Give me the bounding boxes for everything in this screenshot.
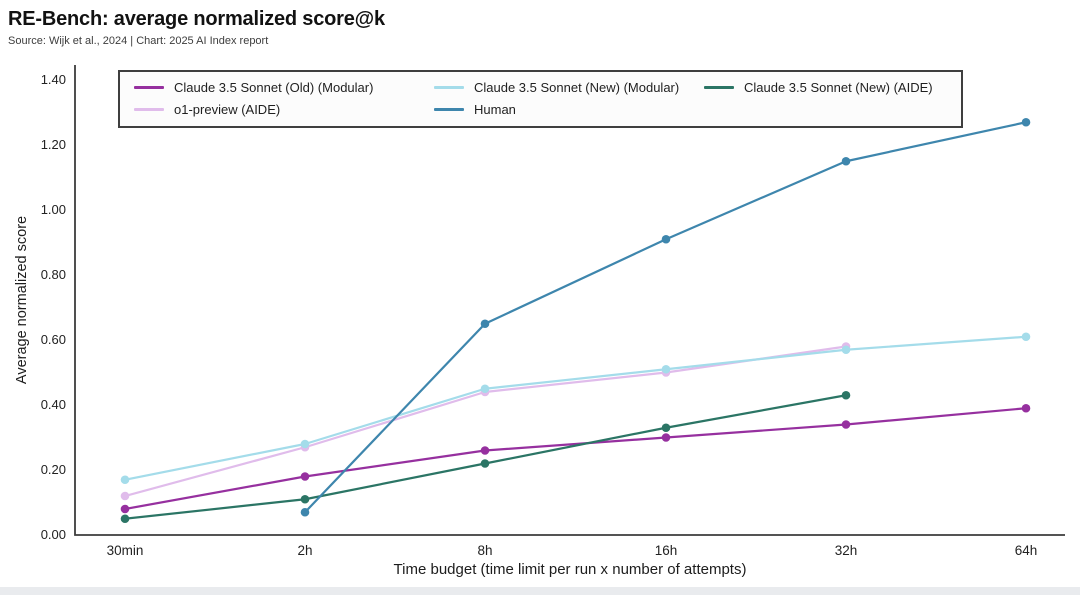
data-point (120, 514, 130, 524)
y-tick-label: 0.00 (40, 527, 66, 542)
data-point (480, 459, 490, 468)
data-point (661, 364, 671, 374)
data-point (300, 507, 310, 517)
data-point (841, 156, 851, 166)
series-line-2 (124, 394, 847, 520)
data-point (480, 319, 490, 329)
legend-swatch (434, 108, 464, 111)
data-point (300, 472, 310, 481)
legend-label: Claude 3.5 Sonnet (New) (AIDE) (744, 80, 933, 95)
data-point (300, 439, 310, 449)
legend-item-claude-new-modular: Claude 3.5 Sonnet (New) (Modular) (434, 80, 704, 95)
legend-item-o1-preview-aide: o1-preview (AIDE) (134, 102, 434, 117)
data-point (661, 423, 671, 433)
y-tick-label: 1.00 (40, 202, 66, 217)
x-axis-title: Time budget (time limit per run x number… (393, 561, 747, 578)
x-tick-label: 2h (297, 543, 313, 558)
data-point (120, 504, 130, 514)
legend-label: Claude 3.5 Sonnet (Old) (Modular) (174, 80, 374, 95)
x-tick-label: 16h (654, 543, 678, 558)
data-point (1021, 403, 1031, 413)
legend-swatch (704, 86, 734, 89)
data-point (480, 446, 490, 455)
y-tick-label: 0.80 (40, 267, 66, 282)
data-point (120, 475, 130, 485)
legend-swatch (134, 86, 164, 89)
series-line-0 (124, 407, 1027, 511)
data-point (1021, 332, 1031, 342)
y-tick-label: 0.60 (40, 332, 66, 347)
legend-label: o1-preview (AIDE) (174, 102, 281, 117)
legend-label: Claude 3.5 Sonnet (New) (Modular) (474, 80, 680, 95)
legend: Claude 3.5 Sonnet (Old) (Modular) Claude… (118, 70, 963, 128)
legend-swatch (434, 86, 464, 89)
data-point (661, 234, 671, 244)
data-point (120, 491, 130, 501)
series-line-1 (124, 335, 1027, 481)
data-point (841, 345, 851, 355)
x-tick-label: 32h (834, 543, 858, 558)
x-tick-label: 30min (106, 543, 144, 558)
chart-source: Source: Wijk et al., 2024 | Chart: 2025 … (8, 35, 269, 47)
y-tick-label: 1.40 (40, 72, 66, 87)
chart-title: RE-Bench: average normalized score@k (8, 8, 385, 30)
x-tick-label: 64h (1014, 543, 1038, 558)
axes-spines (74, 65, 1065, 536)
legend-item-claude-new-aide: Claude 3.5 Sonnet (New) (AIDE) (704, 80, 949, 95)
y-tick-label: 1.20 (40, 137, 66, 152)
y-tick-label: 0.40 (40, 397, 66, 412)
data-point (300, 494, 310, 504)
legend-item-claude-old-modular: Claude 3.5 Sonnet (Old) (Modular) (134, 80, 434, 95)
x-tick-label: 8h (477, 543, 493, 558)
bottom-strip (0, 587, 1080, 595)
y-tick-label: 0.20 (40, 462, 66, 477)
series-line-3 (124, 345, 847, 498)
legend-swatch (134, 108, 164, 111)
series-line-4 (304, 121, 1027, 514)
data-point (841, 390, 851, 400)
data-point (480, 384, 490, 394)
data-point (841, 420, 851, 429)
legend-item-human: Human (434, 102, 704, 117)
data-point (1021, 117, 1031, 127)
legend-label: Human (474, 102, 516, 117)
data-point (661, 433, 671, 442)
